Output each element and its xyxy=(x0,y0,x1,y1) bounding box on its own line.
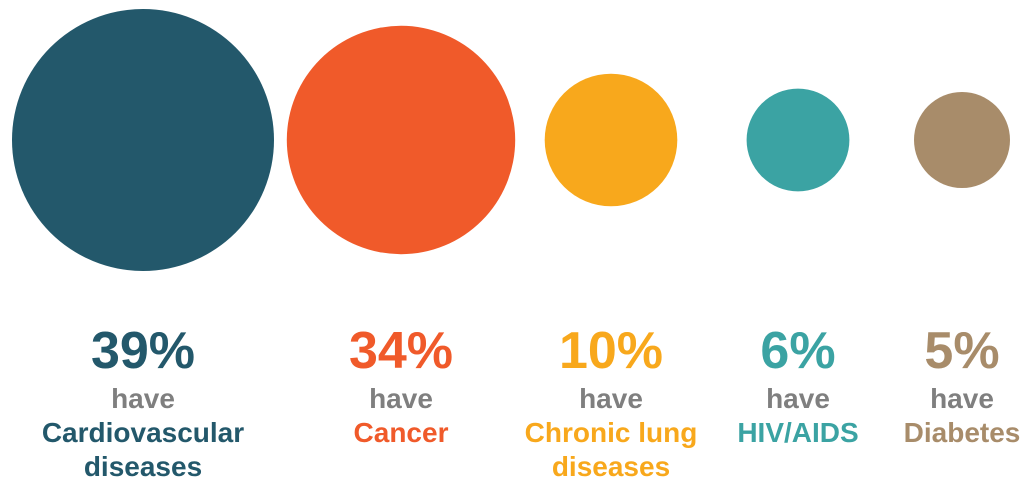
category-label: Chronic lung diseases xyxy=(524,417,698,482)
bubble-label-2: 10% have Chronic lung diseases xyxy=(501,320,721,484)
category-label: Cardiovascular diseases xyxy=(41,417,245,482)
bubble-3 xyxy=(746,88,850,192)
have-label: have xyxy=(766,383,830,414)
percent-label: 39% xyxy=(90,322,196,380)
category-label: Cancer xyxy=(353,417,449,448)
category-label: Diabetes xyxy=(903,417,1021,448)
bubble-label-3: 6% have HIV/AIDS xyxy=(688,320,908,450)
bubble-label-4: 5% have Diabetes xyxy=(852,320,1032,450)
category-label: HIV/AIDS xyxy=(737,417,859,448)
bubble-2 xyxy=(544,73,678,207)
bubble-4 xyxy=(914,92,1010,188)
percent-label: 6% xyxy=(760,322,836,380)
percent-label: 34% xyxy=(348,322,454,380)
bubble-label-0: 39% have Cardiovascular diseases xyxy=(33,320,253,484)
bubble-1 xyxy=(286,25,516,255)
percent-label: 10% xyxy=(558,322,664,380)
have-label: have xyxy=(930,383,994,414)
bubble-label-1: 34% have Cancer xyxy=(291,320,511,450)
percent-label: 5% xyxy=(924,322,1000,380)
have-label: have xyxy=(111,383,175,414)
have-label: have xyxy=(579,383,643,414)
have-label: have xyxy=(369,383,433,414)
bubble-0 xyxy=(12,9,274,271)
